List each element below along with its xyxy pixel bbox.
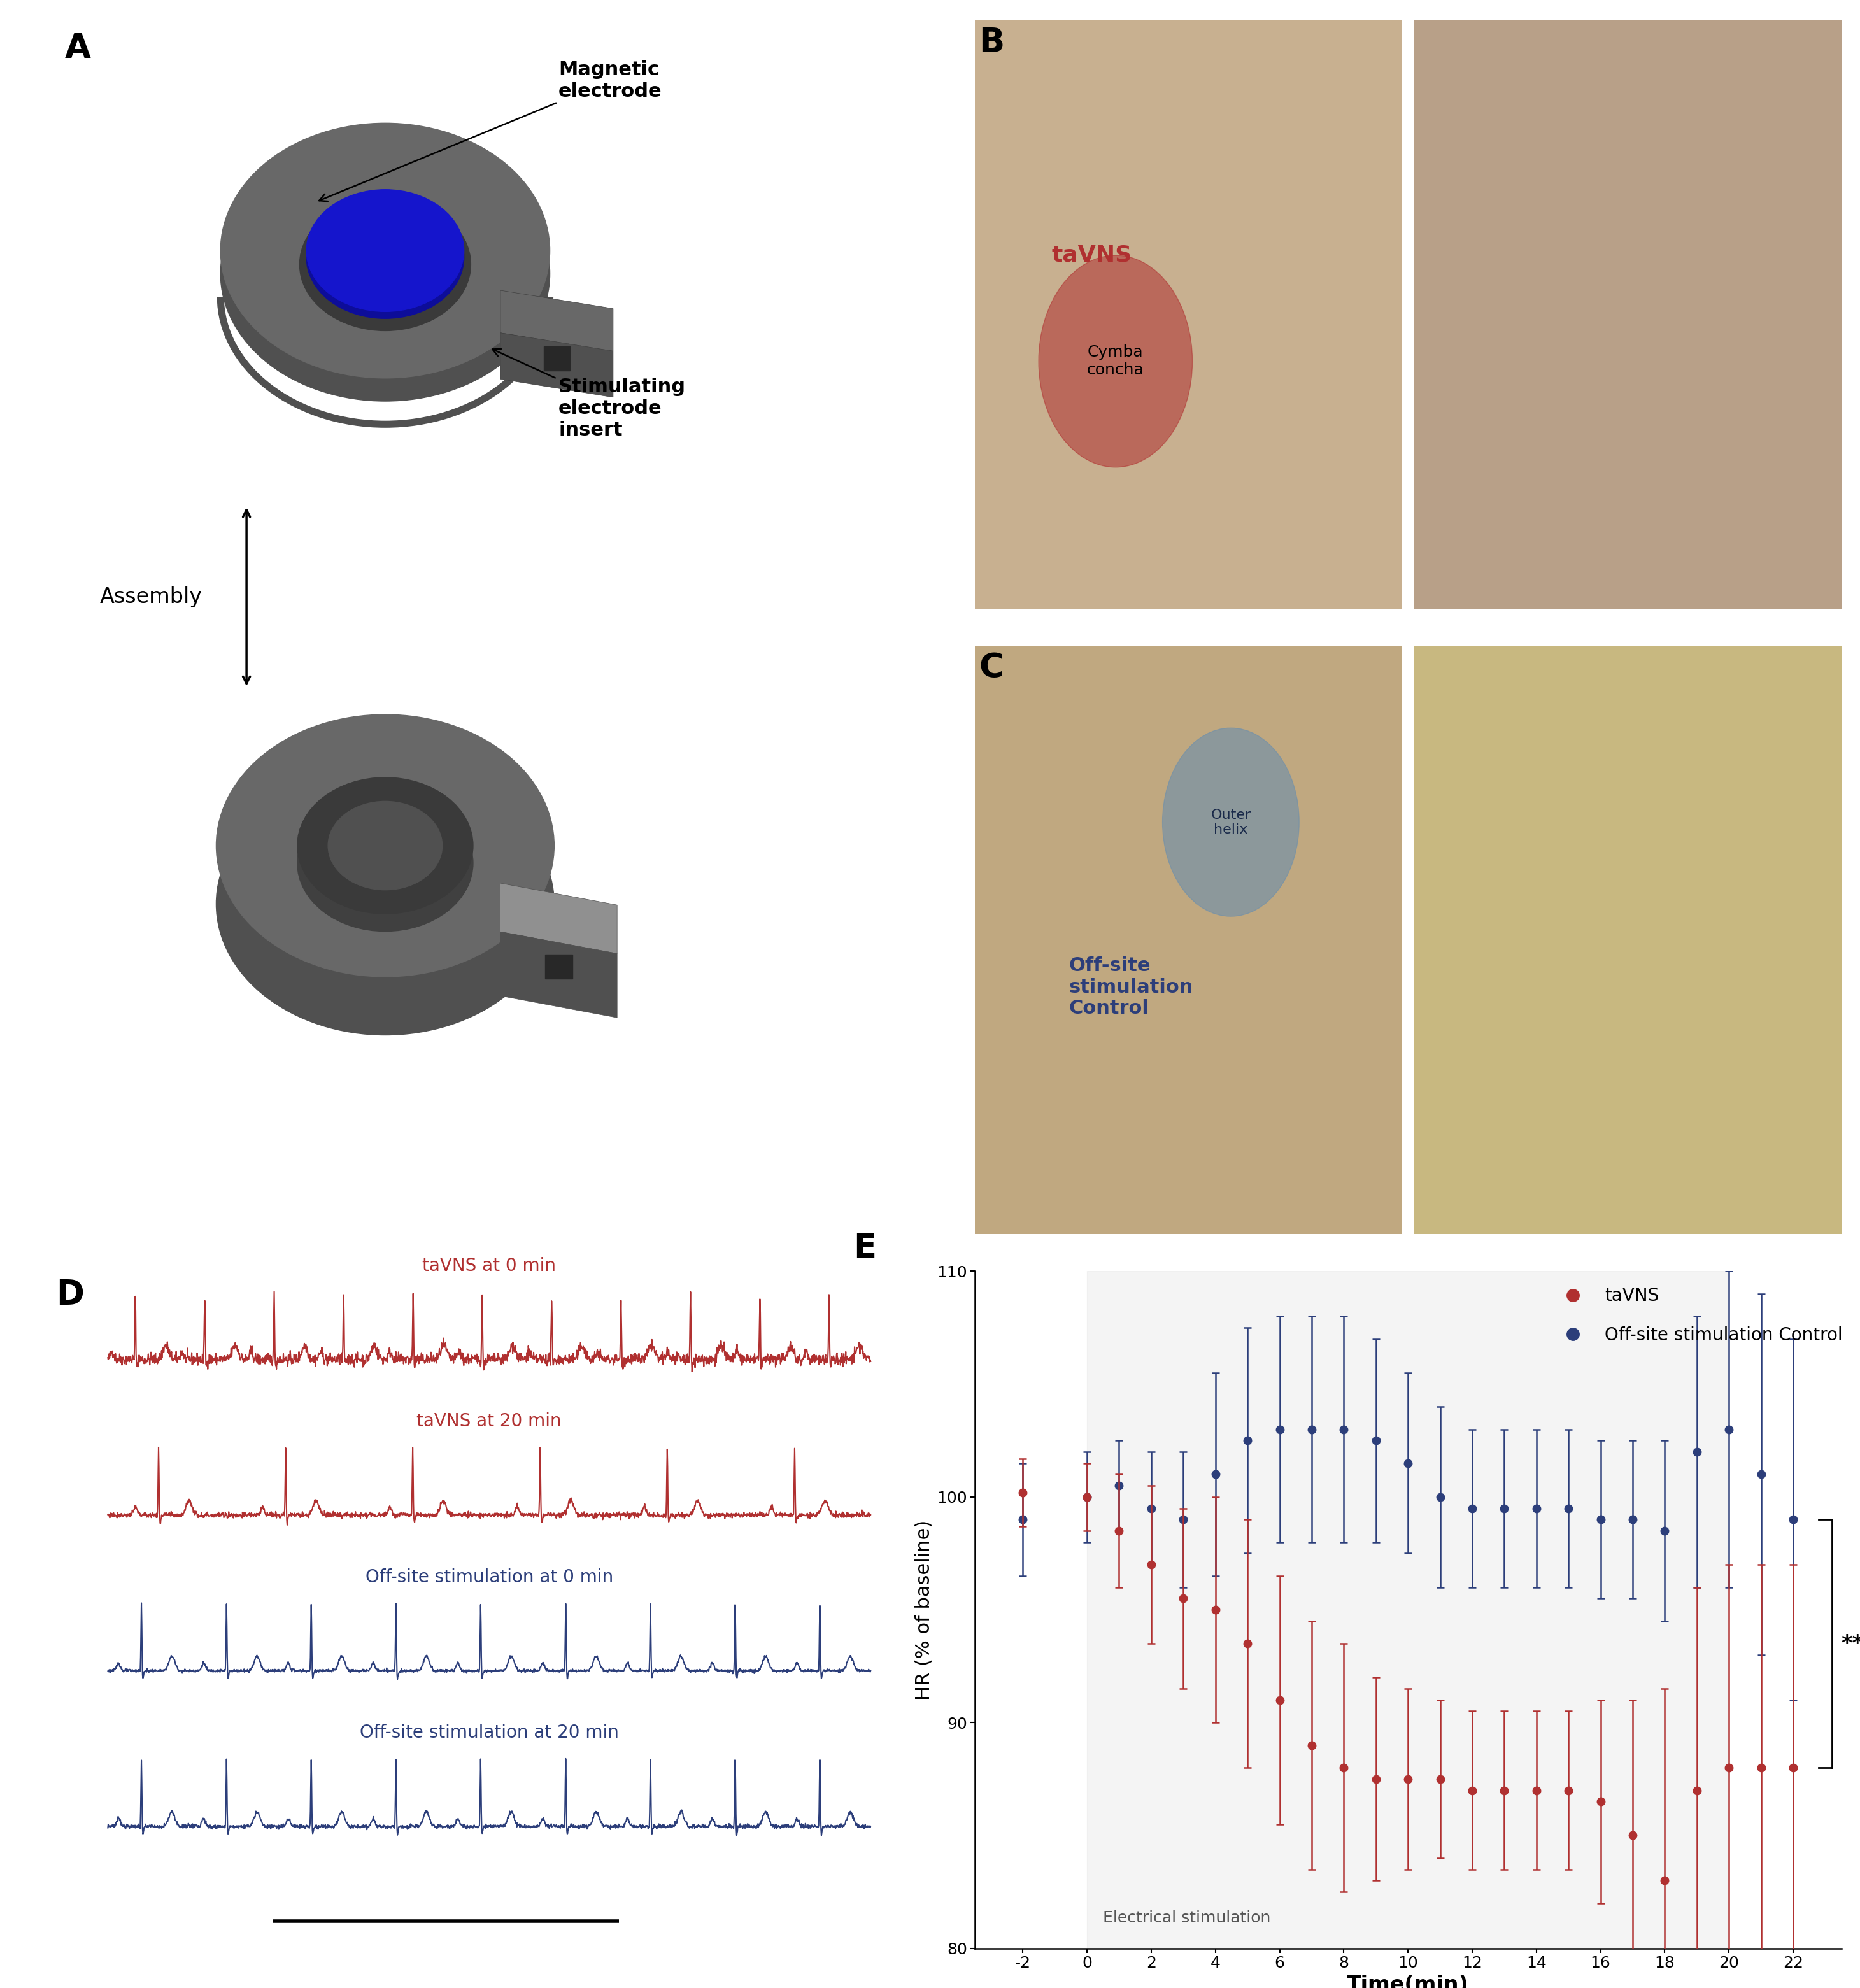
Polygon shape [500,332,614,398]
Text: Stimulating
electrode
insert: Stimulating electrode insert [493,350,686,439]
Text: taVNS: taVNS [1051,245,1133,266]
Text: taVNS at 20 min: taVNS at 20 min [417,1413,562,1431]
Polygon shape [500,883,618,954]
Circle shape [1162,728,1298,916]
FancyBboxPatch shape [543,346,569,370]
Text: B: B [978,26,1004,60]
Text: Cymba
concha: Cymba concha [1086,344,1144,378]
Ellipse shape [298,777,472,914]
Ellipse shape [216,714,554,976]
Text: taVNS at 0 min: taVNS at 0 min [422,1256,556,1274]
Ellipse shape [307,189,463,312]
Text: Off-site stimulation at 0 min: Off-site stimulation at 0 min [365,1569,614,1586]
Text: Off-site
stimulation
Control: Off-site stimulation Control [1068,956,1192,1018]
Ellipse shape [307,197,463,318]
Text: Electrical stimulation: Electrical stimulation [1103,1910,1270,1926]
Text: C: C [978,652,1004,684]
Bar [1086,1270,1730,1948]
Ellipse shape [298,795,472,930]
Ellipse shape [299,199,471,330]
Ellipse shape [327,801,443,891]
Ellipse shape [216,773,554,1036]
Polygon shape [500,932,618,1018]
Text: Outer
helix: Outer helix [1211,809,1252,835]
Legend: taVNS, Off-site stimulation Control: taVNS, Off-site stimulation Control [1548,1280,1851,1352]
Text: D: D [56,1278,84,1312]
Ellipse shape [221,123,551,378]
Y-axis label: HR (% of baseline): HR (% of baseline) [915,1519,934,1700]
Ellipse shape [221,147,551,402]
X-axis label: Time(min): Time(min) [1347,1974,1469,1988]
Circle shape [1038,254,1192,467]
FancyBboxPatch shape [545,954,573,978]
Text: Magnetic
electrode: Magnetic electrode [320,62,662,201]
Text: E: E [854,1231,876,1264]
Text: Off-site stimulation at 20 min: Off-site stimulation at 20 min [359,1724,619,1741]
Text: A: A [65,32,91,66]
Text: ***: *** [1841,1632,1860,1654]
Text: Assembly: Assembly [100,586,203,606]
Polygon shape [500,290,614,352]
